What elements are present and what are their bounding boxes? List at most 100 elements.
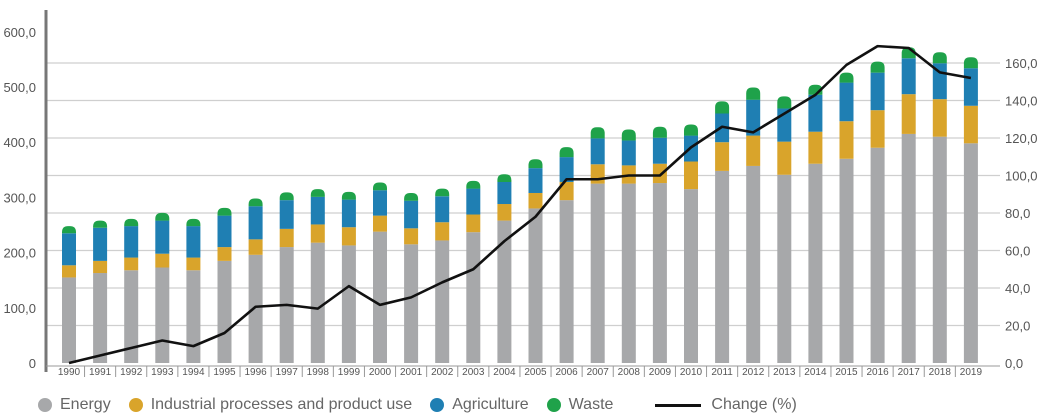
x-tick-label: 2007 xyxy=(587,367,610,378)
bar-segment-agriculture xyxy=(652,137,667,164)
bar-segment-industrial xyxy=(124,257,139,271)
bar-segment-industrial xyxy=(932,99,947,137)
bar-segment-waste xyxy=(652,126,667,138)
bar-segment-industrial xyxy=(746,135,761,166)
bar-segment-energy xyxy=(715,170,730,363)
bar-segment-agriculture xyxy=(466,188,481,215)
bar-segment-waste xyxy=(621,129,636,141)
legend-item-waste: Waste xyxy=(546,396,613,414)
bar-segment-waste xyxy=(559,147,574,158)
bar-segment-industrial xyxy=(590,164,605,184)
bar-segment-waste xyxy=(746,87,761,100)
bar-segment-industrial xyxy=(248,239,263,255)
bar-segment-energy xyxy=(435,240,450,363)
bar-segment-agriculture xyxy=(435,196,450,223)
bar-segment-energy xyxy=(497,220,512,363)
bar-segment-energy xyxy=(341,245,356,363)
legend-line-change xyxy=(655,403,702,407)
bar-segment-energy xyxy=(62,277,76,363)
bar-segment-energy xyxy=(777,174,792,363)
y-right-tick-label: 80,0 xyxy=(1005,206,1030,221)
bar-segment-energy xyxy=(373,231,387,363)
bar-segment-agriculture xyxy=(963,68,978,106)
x-tick-label: 2014 xyxy=(804,367,827,378)
bar-segment-waste xyxy=(310,189,325,197)
x-tick-label: 2004 xyxy=(493,367,516,378)
bar-segment-industrial xyxy=(839,121,854,159)
x-tick-label: 2013 xyxy=(773,367,796,378)
change-line xyxy=(68,44,972,365)
bar-segment-agriculture xyxy=(621,140,636,166)
bar-segment-industrial xyxy=(808,131,823,164)
bar-segment-energy xyxy=(746,165,761,363)
bar-segment-industrial xyxy=(715,142,730,171)
bar-segment-energy xyxy=(310,242,325,363)
bar-segment-energy xyxy=(248,254,263,363)
bar-segment-waste xyxy=(715,101,730,114)
y-right-tick-label: 100,0 xyxy=(1005,169,1038,184)
x-tick-label: 1996 xyxy=(244,367,267,378)
bar-segment-waste xyxy=(62,226,76,234)
bar-segment-energy xyxy=(963,143,978,363)
y-right-tick-label: 120,0 xyxy=(1005,131,1038,146)
y-right-tick-label: 60,0 xyxy=(1005,244,1030,259)
bar-segment-waste xyxy=(870,61,885,73)
bar-segment-energy xyxy=(404,244,419,363)
bar-segment-energy xyxy=(93,273,108,363)
x-tick-label: 2019 xyxy=(960,367,983,378)
legend-swatch-industrial xyxy=(128,398,143,412)
bar-segment-industrial xyxy=(963,105,978,144)
bar-segment-waste xyxy=(155,212,170,221)
bar-segment-waste xyxy=(186,218,201,227)
bar-segment-energy xyxy=(155,267,170,363)
bar-segment-energy xyxy=(186,270,201,363)
bar-segment-agriculture xyxy=(528,168,543,193)
bar-segment-agriculture xyxy=(870,72,885,111)
legend-item-industrial: Industrial processes and product use xyxy=(128,396,412,414)
x-tick-label: 2006 xyxy=(555,367,578,378)
x-tick-label: 2015 xyxy=(835,367,858,378)
x-tick-label: 1995 xyxy=(213,367,236,378)
x-tick-label: 2001 xyxy=(400,367,423,378)
bar-segment-agriculture xyxy=(62,233,76,266)
bar-segment-agriculture xyxy=(746,99,761,136)
y-right-tick-label: 20,0 xyxy=(1005,319,1030,334)
legend-label-change: Change (%) xyxy=(711,396,797,413)
y-left-tick-label: 200,0 xyxy=(3,246,36,261)
bar-segment-industrial xyxy=(155,253,170,268)
x-tick-label: 1990 xyxy=(58,367,81,378)
x-tick-label: 2003 xyxy=(462,367,485,378)
bar-segment-agriculture xyxy=(310,196,325,225)
bar-segment-industrial xyxy=(186,257,201,271)
bar-segment-industrial xyxy=(528,192,543,209)
legend-item-energy: Energy xyxy=(38,396,111,414)
bar-segment-industrial xyxy=(62,265,76,278)
bar-segment-energy xyxy=(839,158,854,363)
y-left-tick-label: 600,0 xyxy=(3,25,36,40)
bar-segment-energy xyxy=(901,133,916,363)
bar-segment-agriculture xyxy=(559,157,574,182)
legend-item-change: Change (%) xyxy=(631,396,797,414)
bar-segment-agriculture xyxy=(217,215,232,248)
bar-segment-energy xyxy=(466,232,481,363)
bar-segment-waste xyxy=(373,182,387,191)
bar-segment-waste xyxy=(497,174,512,182)
y-right-tick-label: 140,0 xyxy=(1005,94,1038,109)
bar-segment-energy xyxy=(621,183,636,363)
legend-label-energy: Energy xyxy=(60,396,111,413)
bar-segment-waste xyxy=(248,198,263,207)
bar-segment-waste xyxy=(839,72,854,83)
bar-segment-waste xyxy=(435,188,450,197)
bar-segment-energy xyxy=(870,147,885,363)
bar-segment-energy xyxy=(652,183,667,363)
x-tick-label: 1998 xyxy=(307,367,330,378)
bar-segment-industrial xyxy=(652,163,667,184)
bar-segment-industrial xyxy=(870,110,885,148)
bar-segment-waste xyxy=(777,96,792,109)
bar-segment-agriculture xyxy=(497,181,512,205)
x-tick-label: 2005 xyxy=(524,367,547,378)
y-left-tick-label: 0 xyxy=(29,356,36,371)
bar-segment-agriculture xyxy=(279,200,294,229)
legend-swatch-energy xyxy=(38,398,52,412)
